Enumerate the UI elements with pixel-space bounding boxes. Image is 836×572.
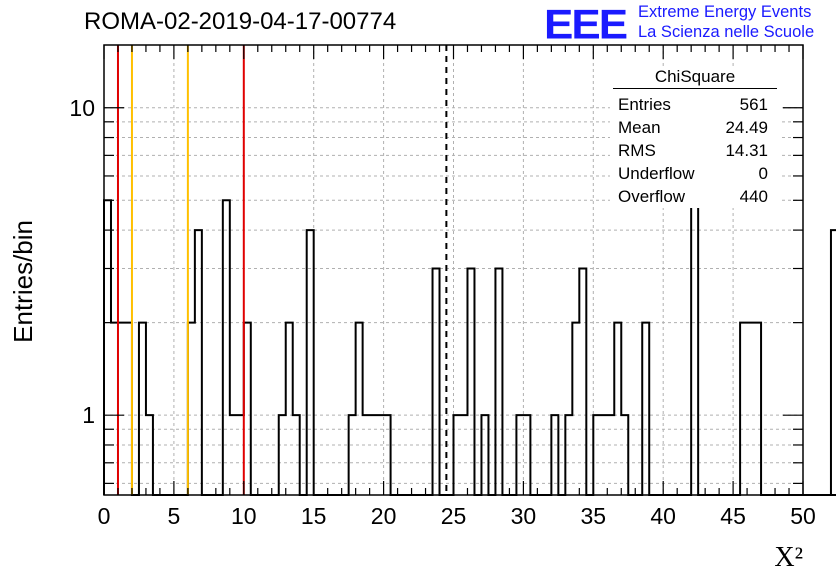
y-tick-label: 10 <box>69 95 95 121</box>
logo-line-1: Extreme Energy Events <box>638 3 812 21</box>
stats-value: 561 <box>739 95 768 114</box>
stats-label: Mean <box>618 118 661 137</box>
logo-line-2: La Scienza nelle Scuole <box>638 23 815 41</box>
stats-row-rms: RMS 14.31 <box>610 139 780 162</box>
tick-labels: 0 5 10 15 20 25 30 35 40 45 50 1 10 <box>69 95 815 529</box>
histogram-bars <box>103 199 836 496</box>
stats-label: Entries <box>618 95 671 114</box>
stats-value: 440 <box>739 187 768 206</box>
stats-label: Underflow <box>618 164 695 183</box>
y-tick-label: 1 <box>82 402 95 428</box>
stats-row-entries: Entries 561 <box>610 93 780 116</box>
x-tick-label: 10 <box>231 503 257 529</box>
y-axis-label: Entries/bin <box>8 220 38 343</box>
stats-value: 14.31 <box>725 141 768 160</box>
x-axis-label: X² <box>774 542 803 572</box>
stats-label: Overflow <box>618 187 686 206</box>
stats-value: 0 <box>758 164 768 183</box>
x-tick-label: 35 <box>581 503 607 529</box>
x-tick-label: 50 <box>790 503 816 529</box>
stats-label: RMS <box>618 141 656 160</box>
stats-row-underflow: Underflow 0 <box>610 162 780 185</box>
x-tick-label: 45 <box>720 503 746 529</box>
chart-title: ROMA-02-2019-04-17-00774 <box>84 8 397 35</box>
stats-header: ChiSquare <box>613 66 777 89</box>
stats-row-overflow: Overflow 440 <box>610 185 780 208</box>
x-tick-label: 15 <box>301 503 327 529</box>
x-tick-label: 30 <box>511 503 537 529</box>
stats-row-mean: Mean 24.49 <box>610 116 780 139</box>
x-tick-label: 0 <box>98 503 111 529</box>
stats-box: ChiSquare Entries 561 Mean 24.49 RMS 14.… <box>610 66 780 208</box>
reference-lines <box>116 45 448 495</box>
stats-value: 24.49 <box>725 118 768 137</box>
x-tick-label: 25 <box>441 503 467 529</box>
x-tick-label: 5 <box>168 503 181 529</box>
histogram-step <box>103 199 836 496</box>
axis-ticks <box>103 45 804 495</box>
x-tick-label: 20 <box>371 503 397 529</box>
x-tick-label: 40 <box>650 503 676 529</box>
eee-logo: EEE <box>544 1 628 48</box>
